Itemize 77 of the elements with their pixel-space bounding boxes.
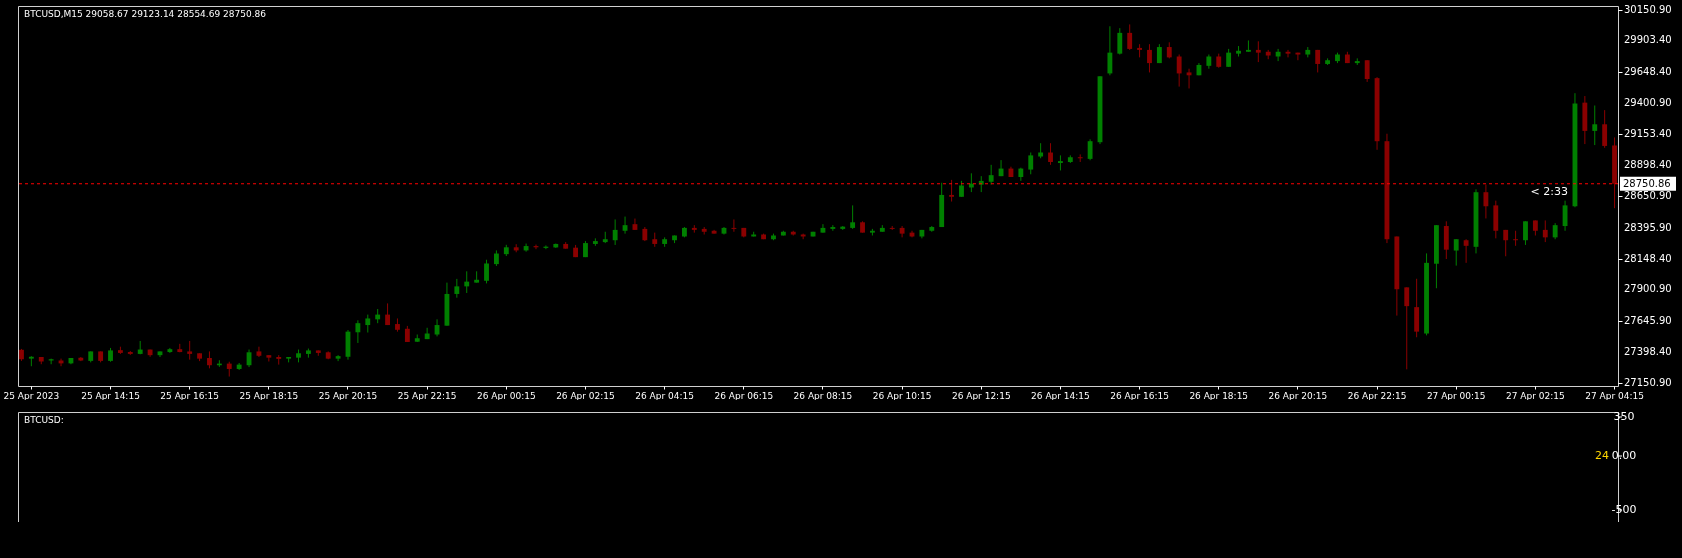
y-tick-label: 29400.90 (1624, 96, 1672, 108)
candlestick (484, 259, 489, 284)
y-tick-label: 29903.40 (1624, 34, 1672, 46)
x-tick-label: 26 Apr 20:15 (1268, 390, 1328, 401)
annotation: < 2:33 (1530, 184, 1568, 198)
candlestick (1463, 238, 1469, 264)
candlestick (1275, 48, 1281, 62)
x-tick-label: 27 Apr 00:15 (1426, 390, 1486, 401)
x-tick-label: 25 Apr 18:15 (239, 390, 299, 401)
y-tick-label: 28898.40 (1624, 159, 1672, 171)
candlestick (335, 354, 341, 362)
y-tick-label: 27645.90 (1624, 315, 1672, 327)
x-tick-label: 25 Apr 22:15 (397, 390, 457, 401)
y-tick-label: 27150.90 (1624, 376, 1672, 388)
x-tick-label: 26 Apr 00:15 (476, 390, 536, 401)
candlestick (1087, 138, 1093, 161)
candlestick (1542, 219, 1548, 243)
x-tick-label: 26 Apr 18:15 (1189, 390, 1249, 401)
x-tick-label: 27 Apr 02:15 (1506, 390, 1565, 401)
x-tick-label: 26 Apr 12:15 (951, 390, 1011, 401)
x-tick-label: 26 Apr 10:15 (872, 390, 932, 401)
candlestick (523, 243, 529, 253)
candlestick (454, 278, 460, 299)
candlestick (355, 319, 361, 344)
candlestick (256, 346, 262, 358)
x-tick-label: 25 Apr 14:15 (81, 390, 140, 401)
candlestick (1246, 39, 1251, 53)
y-tick-label: 30150.90 (1624, 3, 1672, 15)
x-tick-label: 25 Apr 20:15 (318, 390, 378, 401)
candlestick (1255, 40, 1261, 63)
candlestick (1443, 220, 1449, 260)
text: BTCUSD: (24, 415, 64, 425)
y-tick-label: 28148.40 (1624, 252, 1672, 264)
candlestick (1176, 54, 1182, 88)
ref-line-label: 28750.86 (1623, 177, 1671, 189)
candlestick (1364, 59, 1370, 83)
y-tick-label: 28395.90 (1624, 221, 1672, 233)
candlestick (1048, 142, 1053, 166)
x-tick-label: 25 Apr 2023 (3, 390, 60, 401)
candlestick (187, 340, 193, 361)
x-tick-label: 26 Apr 22:15 (1347, 390, 1407, 401)
x-tick-label: 26 Apr 08:15 (793, 390, 853, 401)
candlestick (1127, 23, 1133, 51)
candlestick (1483, 184, 1489, 219)
y-tick-label: 29648.40 (1624, 66, 1672, 78)
y-tick-label: 29153.40 (1624, 127, 1672, 139)
candlestick (1147, 43, 1152, 73)
candlestick (1117, 27, 1123, 56)
candlestick (1523, 220, 1528, 246)
candlestick (850, 204, 856, 230)
x-tick-label: 26 Apr 16:15 (1110, 390, 1169, 401)
x-tick-label: 26 Apr 02:15 (556, 390, 615, 401)
x-tick-label: 25 Apr 16:15 (160, 390, 220, 401)
candlestick (1028, 152, 1034, 175)
candlestick (1513, 230, 1519, 247)
candlestick (1602, 109, 1608, 149)
candlestick (949, 179, 954, 203)
x-tick-label: 26 Apr 06:15 (714, 390, 774, 401)
y-tick-label: 28650.90 (1624, 190, 1672, 202)
x-tick-label: 26 Apr 14:15 (1031, 390, 1090, 401)
candlestick (1453, 238, 1459, 267)
text: 24 (1595, 449, 1609, 462)
candlestick (48, 358, 54, 365)
candlestick (1295, 52, 1301, 61)
y-tick-label: 27900.90 (1624, 283, 1672, 295)
y-tick-label: 27398.40 (1624, 345, 1672, 357)
x-tick-label: 27 Apr 04:15 (1585, 390, 1644, 401)
candlestick (1107, 25, 1113, 76)
candlestick (612, 218, 618, 246)
candlestick (1592, 105, 1598, 146)
chart-title: BTCUSD,M15 29058.67 29123.14 28554.69 28750.86 (24, 9, 267, 19)
x-tick-label: 26 Apr 04:15 (635, 390, 694, 401)
candlestick (731, 218, 737, 233)
candlestick (988, 164, 994, 186)
candlestick (1404, 286, 1410, 370)
candlestick (899, 225, 905, 238)
candlestick (1503, 229, 1509, 257)
